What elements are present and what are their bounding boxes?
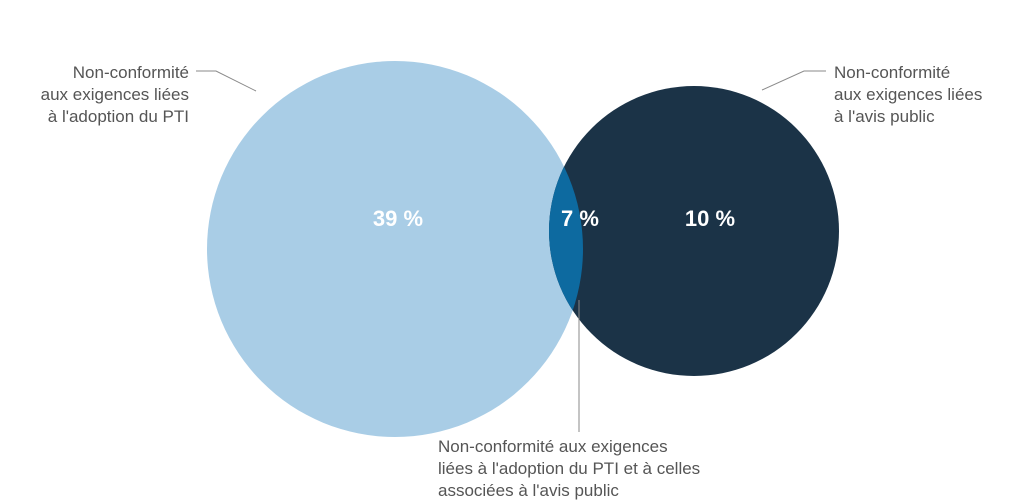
circle-avis-public	[549, 86, 839, 376]
label-avis-line: aux exigences liées	[834, 85, 983, 104]
label-intersection-line: liées à l'adoption du PTI et à celles	[438, 459, 701, 478]
label-intersection-line: associées à l'avis public	[438, 481, 619, 500]
value-intersection: 7 %	[561, 206, 599, 231]
label-ptia-adoption: Non-conformité aux exigences liées à l'a…	[41, 62, 189, 128]
value-avis: 10 %	[685, 206, 735, 231]
label-intersection-line: Non-conformité aux exigences	[438, 437, 668, 456]
leader-line-ptia	[196, 70, 257, 92]
label-avis-public: Non-conformité aux exigences liées à l'a…	[834, 62, 982, 128]
value-ptia: 39 %	[373, 206, 423, 231]
label-intersection: Non-conformité aux exigences liées à l'a…	[438, 436, 700, 502]
leader-line-avis	[761, 70, 826, 91]
label-avis-line: Non-conformité	[834, 63, 951, 82]
circle-ptia-adoption	[207, 61, 583, 437]
label-ptia-line: à l'adoption du PTI	[47, 107, 189, 126]
label-ptia-line: aux exigences liées	[40, 85, 189, 104]
label-ptia-line: Non-conformité	[72, 63, 189, 82]
label-avis-line: à l'avis public	[834, 107, 935, 126]
